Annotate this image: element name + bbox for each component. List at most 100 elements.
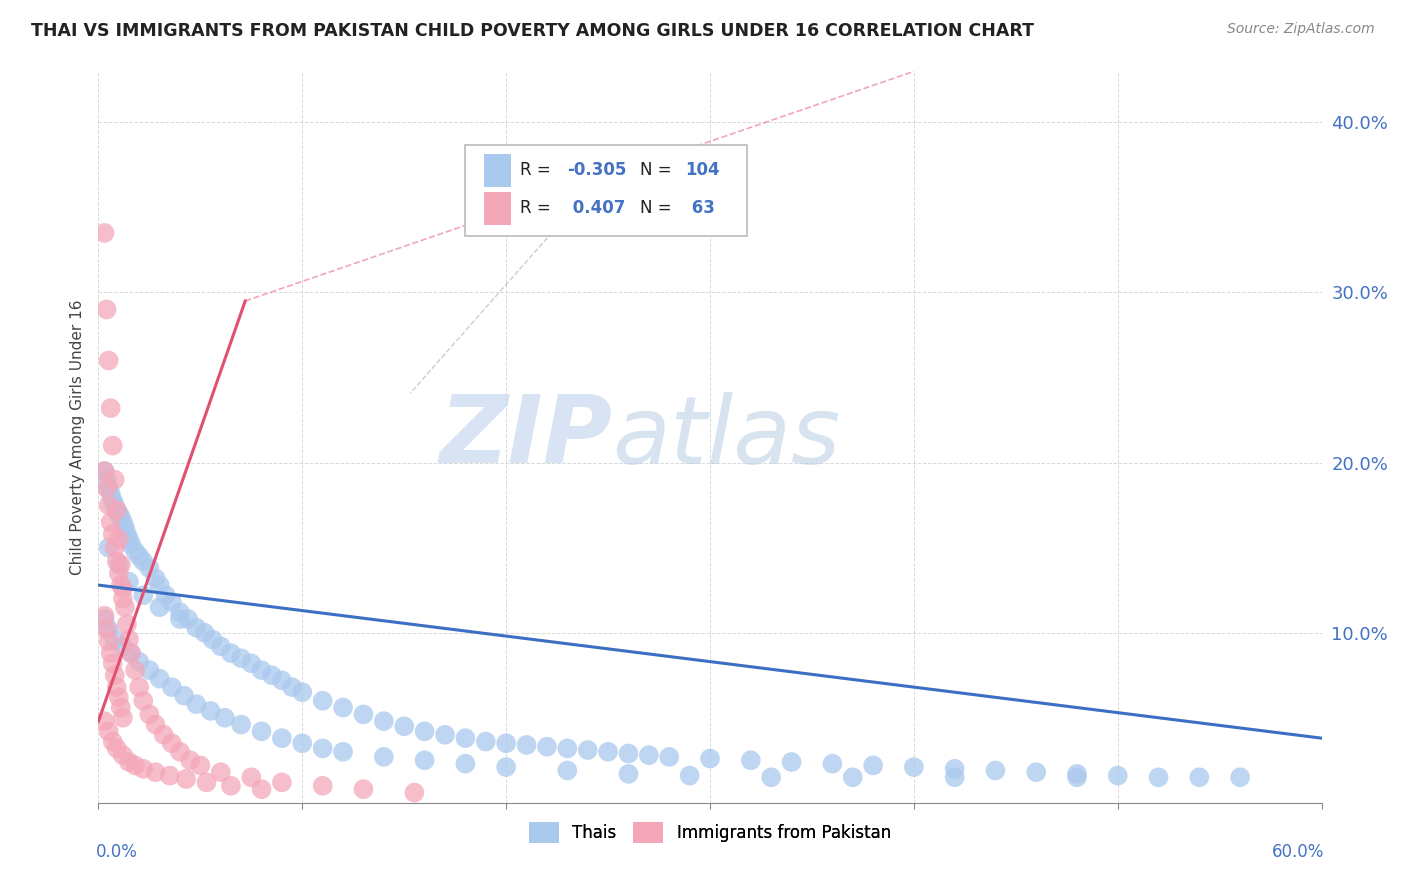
Point — [984, 764, 1007, 778]
Point — [97, 481, 120, 495]
Text: N =: N = — [640, 199, 678, 217]
Point — [128, 680, 150, 694]
Point — [169, 612, 191, 626]
Point — [270, 731, 294, 746]
Point — [104, 473, 127, 487]
Point — [536, 739, 558, 754]
Point — [93, 608, 115, 623]
Text: 0.407: 0.407 — [567, 199, 626, 217]
Point — [260, 668, 283, 682]
Point — [128, 549, 150, 563]
Point — [270, 673, 294, 688]
Point — [105, 554, 128, 568]
Point — [132, 554, 155, 568]
Point — [373, 714, 395, 728]
Point — [110, 510, 132, 524]
Point — [97, 353, 120, 368]
Point — [1066, 770, 1088, 784]
Point — [104, 541, 127, 555]
Point — [231, 717, 253, 731]
Point — [100, 646, 122, 660]
Text: -0.305: -0.305 — [567, 161, 626, 179]
Point — [312, 779, 335, 793]
Point — [821, 756, 844, 771]
Point — [101, 493, 124, 508]
Point — [160, 736, 183, 750]
Point — [617, 767, 640, 781]
Point — [93, 226, 115, 240]
Point — [516, 738, 538, 752]
Point — [145, 571, 167, 585]
Point — [312, 694, 335, 708]
Point — [114, 520, 136, 534]
Point — [104, 632, 127, 647]
Point — [138, 707, 160, 722]
Point — [97, 622, 120, 636]
Point — [780, 755, 803, 769]
Point — [120, 646, 142, 660]
Point — [159, 768, 181, 782]
Point — [392, 719, 416, 733]
Text: 104: 104 — [686, 161, 720, 179]
Point — [115, 527, 138, 541]
Point — [104, 498, 127, 512]
Point — [193, 625, 215, 640]
Text: R =: R = — [520, 199, 557, 217]
Text: Source: ZipAtlas.com: Source: ZipAtlas.com — [1227, 22, 1375, 37]
Point — [555, 764, 579, 778]
Text: 63: 63 — [686, 199, 714, 217]
Point — [132, 694, 155, 708]
Point — [97, 498, 120, 512]
FancyBboxPatch shape — [465, 145, 747, 235]
Point — [270, 775, 294, 789]
Point — [118, 532, 141, 546]
Point — [250, 663, 273, 677]
Point — [138, 663, 160, 677]
Point — [1066, 767, 1088, 781]
Point — [132, 588, 155, 602]
Point — [434, 728, 457, 742]
Point — [108, 558, 131, 572]
Point — [352, 707, 374, 722]
Point — [120, 646, 142, 660]
Point — [152, 728, 174, 742]
Point — [1188, 770, 1211, 784]
Point — [96, 473, 118, 487]
Text: R =: R = — [520, 161, 557, 179]
Point — [96, 622, 118, 636]
Point — [188, 758, 212, 772]
Point — [93, 464, 115, 478]
Point — [679, 768, 702, 782]
Point — [617, 747, 640, 761]
Point — [96, 481, 118, 495]
Point — [177, 612, 200, 626]
Point — [108, 690, 131, 705]
Point — [100, 515, 122, 529]
Point — [312, 741, 335, 756]
Point — [214, 711, 236, 725]
Point — [118, 632, 141, 647]
Point — [291, 736, 314, 750]
Point — [332, 700, 354, 714]
Point — [555, 741, 579, 756]
Point — [576, 743, 599, 757]
Point — [110, 700, 132, 714]
Point — [250, 782, 273, 797]
Point — [118, 574, 141, 589]
Line: 2 pts: 2 pts — [411, 232, 553, 393]
Point — [124, 758, 146, 772]
Text: ZIP: ZIP — [439, 391, 612, 483]
Point — [352, 782, 374, 797]
Point — [111, 748, 134, 763]
Text: 60.0%: 60.0% — [1271, 843, 1324, 861]
Point — [699, 751, 721, 765]
Point — [111, 591, 134, 606]
Point — [105, 503, 128, 517]
Point — [209, 765, 232, 780]
Point — [1229, 770, 1251, 784]
Point — [110, 558, 132, 572]
Point — [169, 745, 191, 759]
Point — [149, 672, 172, 686]
Point — [332, 745, 354, 759]
Point — [145, 717, 167, 731]
